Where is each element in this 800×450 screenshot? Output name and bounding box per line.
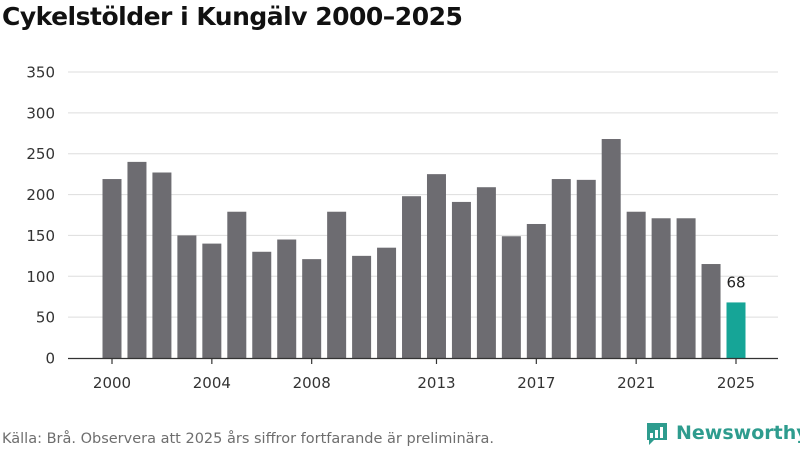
bar: [127, 161, 147, 358]
brand: Newsworthy: [644, 420, 800, 446]
bar: [626, 211, 646, 358]
y-tick-label: 250: [26, 145, 55, 163]
bar: [501, 236, 521, 358]
bar: [302, 259, 322, 358]
data-label: 68: [726, 273, 745, 291]
x-tick-label: 2021: [617, 374, 655, 392]
bar: [601, 139, 621, 358]
bar: [227, 211, 247, 358]
x-tick-label: 2017: [517, 374, 555, 392]
x-tick-label: 2004: [193, 374, 231, 392]
bar: [576, 179, 596, 358]
bar: [651, 218, 671, 358]
x-tick-label: 2013: [417, 374, 455, 392]
y-tick-label: 100: [26, 268, 55, 286]
y-tick-label: 200: [26, 186, 55, 204]
bar: [701, 264, 721, 358]
y-tick-label: 50: [36, 309, 55, 327]
bar: [726, 302, 746, 358]
bar: [152, 172, 172, 358]
y-tick-label: 350: [26, 64, 55, 82]
bar: [202, 243, 222, 358]
bar: [327, 211, 347, 358]
brand-name: Newsworthy: [676, 422, 800, 444]
y-tick-label: 300: [26, 104, 55, 122]
x-tick-label: 2000: [93, 374, 131, 392]
x-tick-label: 2025: [717, 374, 755, 392]
bar: [526, 223, 546, 358]
bar: [476, 187, 496, 358]
bar: [676, 218, 696, 358]
bar: [377, 247, 397, 358]
chart-title: Cykelstölder i Kungälv 2000–2025: [2, 2, 463, 31]
bar: [551, 179, 571, 358]
bar: [102, 179, 122, 358]
bar: [352, 255, 372, 358]
bar: [177, 235, 197, 358]
bar: [402, 196, 422, 358]
bar: [426, 174, 446, 358]
bar: [277, 239, 297, 358]
source-note: Källa: Brå. Observera att 2025 års siffr…: [2, 431, 494, 447]
bar: [451, 201, 471, 358]
bar: [252, 251, 272, 358]
newsworthy-logo-icon: [647, 423, 667, 445]
y-tick-label: 0: [45, 350, 55, 368]
x-tick-label: 2008: [293, 374, 331, 392]
y-tick-label: 150: [26, 227, 55, 245]
